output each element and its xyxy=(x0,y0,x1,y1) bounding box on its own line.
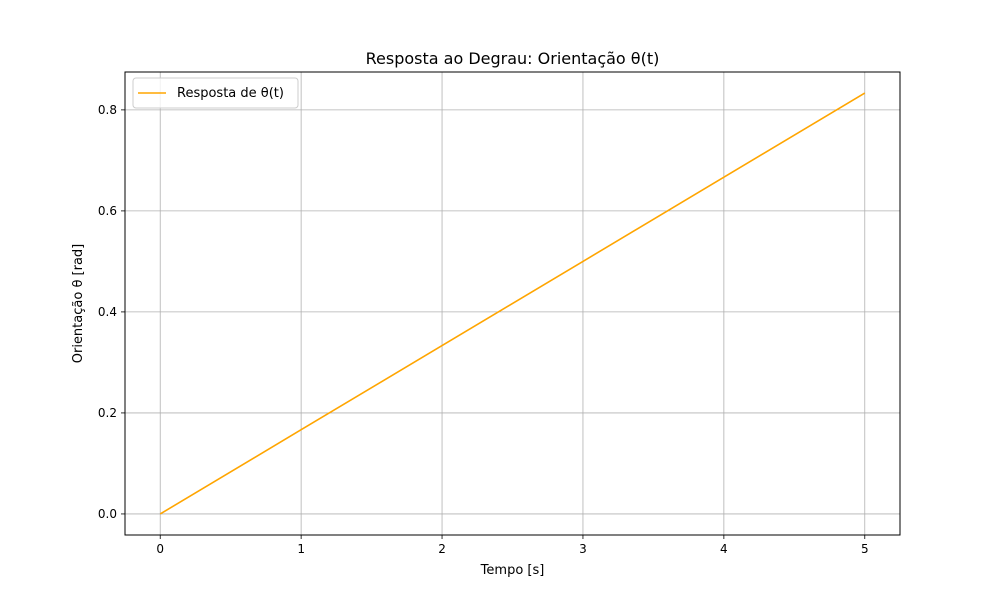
x-tick-label: 2 xyxy=(438,542,446,556)
x-tick-label: 5 xyxy=(861,542,869,556)
y-tick-label: 0.4 xyxy=(98,305,117,319)
y-axis-label: Orientação θ [rad] xyxy=(71,244,86,363)
y-tick-label: 0.8 xyxy=(98,103,117,117)
x-axis-label: Tempo [s] xyxy=(480,563,545,578)
y-tick-label: 0.2 xyxy=(98,406,117,420)
legend: Resposta de θ(t) xyxy=(132,77,299,109)
x-axis-ticks: 0 1 2 3 4 5 xyxy=(156,535,869,556)
x-tick-label: 3 xyxy=(579,542,587,556)
y-tick-label: 0.6 xyxy=(98,204,117,218)
series-line xyxy=(159,92,866,515)
x-tick-label: 0 xyxy=(156,542,164,556)
grid xyxy=(125,72,900,535)
x-tick-label: 4 xyxy=(720,542,728,556)
legend-box xyxy=(132,77,299,109)
plot-frame xyxy=(124,71,901,536)
y-tick-label: 0.0 xyxy=(98,507,117,521)
y-axis-ticks: 0.0 0.2 0.4 0.6 0.8 xyxy=(98,103,125,521)
legend-entry-label: Resposta de θ(t) xyxy=(177,86,284,101)
series-layer xyxy=(159,92,866,515)
chart-title: Resposta ao Degrau: Orientação θ(t) xyxy=(366,49,660,68)
x-tick-label: 1 xyxy=(297,542,305,556)
